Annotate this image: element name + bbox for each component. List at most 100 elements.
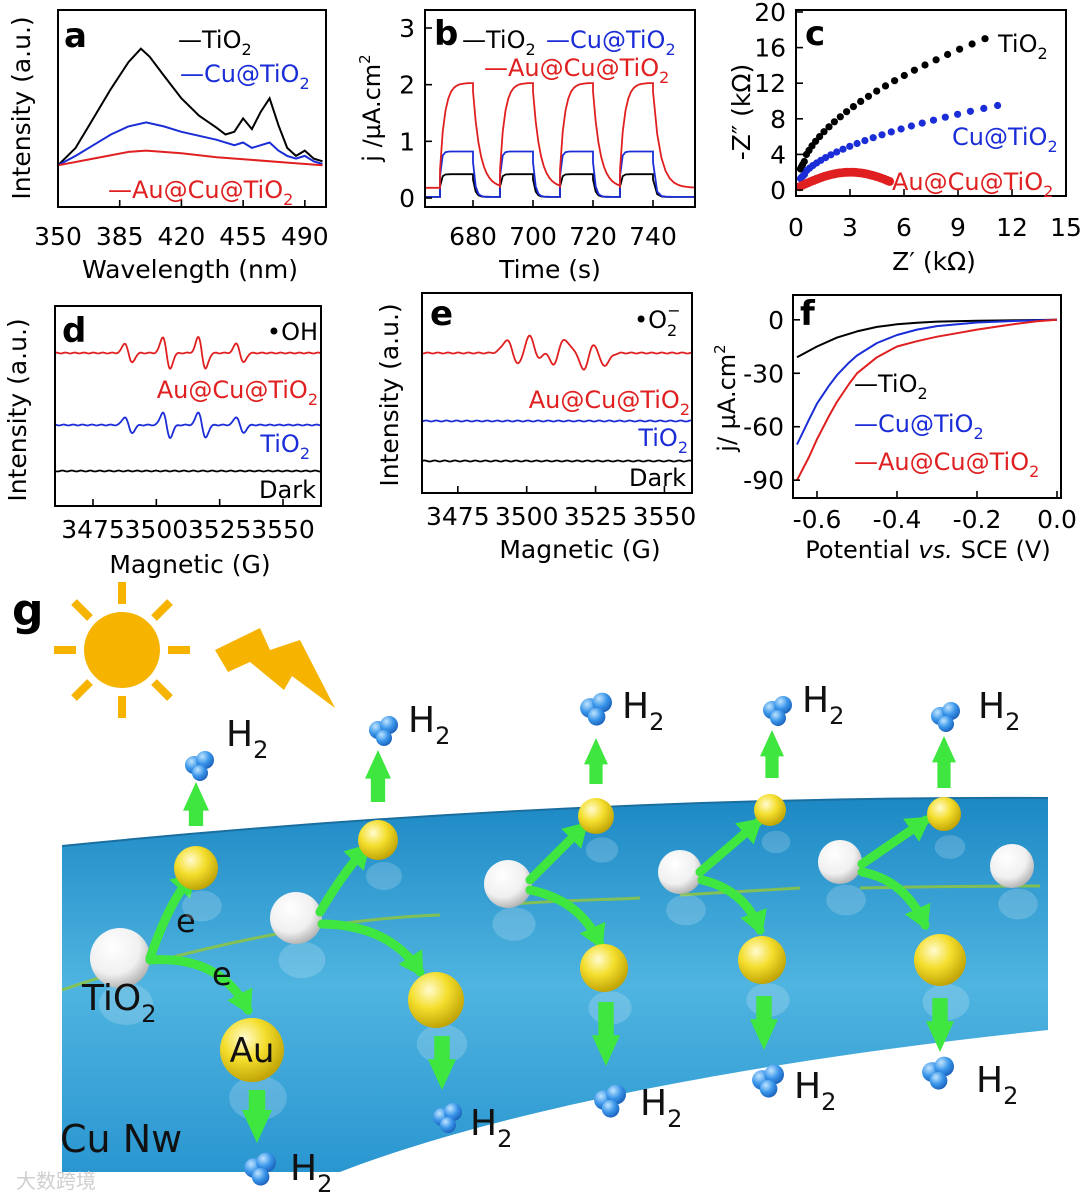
panel-f: f j/ µA.cm2 -0.6 -0.4 -0.2 0.0 0 -30 -60 -90 Po…: [711, 294, 1077, 564]
panel-c-series: [795, 35, 1002, 192]
panel-c-ytick-label: 0: [770, 176, 786, 205]
panel-a-xtick-label: 420: [158, 222, 206, 251]
panel-b-xtick-label: 680: [449, 222, 497, 251]
h2-label: H2: [802, 680, 844, 730]
arrow-head-icon: [904, 902, 931, 931]
panel-a: a Intensity (a.u.) 350 385 420 455 490 Wavel…: [7, 9, 329, 284]
panel-e-xtick-label: 3500: [495, 502, 559, 531]
panel-f-frame: [792, 294, 1062, 499]
panel-c-point-0: [944, 50, 952, 59]
reflection: [934, 835, 966, 859]
panel-a-xtick-label: 455: [219, 222, 267, 251]
panel-c-xtick-label: 0: [788, 213, 804, 242]
h2-molecule-icon: [196, 751, 214, 769]
panel-f-ylabel: j/ µA.cm2: [711, 344, 741, 452]
au-label: Au: [230, 1031, 275, 1071]
cu-nanowire: [62, 797, 1048, 1172]
down-arrow-icon: [926, 998, 954, 1052]
panel-c-point-0: [956, 45, 964, 53]
panel-e-line-1: [421, 419, 693, 423]
panel-d-xtick-label: 3550: [251, 515, 315, 544]
panel-d-ylabel: Intensity (a.u.): [3, 318, 32, 501]
panel-a-legend-cutio2: —Cu@TiO2: [180, 60, 310, 93]
panel-b-series: [425, 82, 696, 198]
h2-label: H2: [470, 1103, 512, 1153]
panel-c-point-0: [800, 157, 808, 166]
h2-molecule-icon: [256, 1152, 276, 1173]
lightning-icon: [215, 628, 335, 708]
panel-d: d Intensity (a.u.) •OH 3475 3500 3525 3550 …: [3, 305, 322, 579]
panel-c-point-0: [820, 128, 828, 136]
panel-b-ytick-label: 2: [399, 71, 415, 100]
down-arrow-icon: [750, 996, 778, 1050]
au-particle: [220, 1018, 284, 1082]
down-arrow-icon: [428, 1036, 456, 1090]
panel-g: g ee H2 H2 H2 H2 H2 H2 H2 H2 H2: [12, 582, 1049, 1198]
panel-c-point-0: [849, 103, 858, 111]
lower-gold-particle: [738, 936, 786, 984]
h2-molecule-icon: [929, 1072, 948, 1090]
reflection: [278, 941, 326, 979]
panel-d-xtick-label: 3525: [188, 515, 252, 544]
h2-molecule-icon: [440, 1117, 456, 1133]
panel-f-line-2: [796, 318, 1058, 481]
panel-c-letter: c: [805, 14, 825, 54]
panel-b-legend-tio2: —TiO2: [462, 26, 536, 59]
panel-c-xlabel: Z′ (kΩ): [892, 247, 976, 276]
h2-molecule-icon: [774, 696, 792, 714]
panel-c-point-1: [839, 145, 847, 153]
panel-e: e Intensity (a.u.) •O2− 3475 3500 3525 3550…: [375, 292, 696, 564]
panel-b-line-1: [425, 150, 695, 198]
panel-e-xticks: 3475 3500 3525 3550: [426, 486, 696, 531]
reflection: [761, 830, 791, 854]
panel-e-letter: e: [430, 294, 453, 334]
panel-e-ylabel: Intensity (a.u.): [375, 303, 404, 486]
upper-gold-particle: [927, 797, 961, 831]
arrow-head-icon: [740, 908, 767, 936]
h2-label: H2: [976, 1060, 1018, 1110]
panel-f-legend-aucutio2: —Au@Cu@TiO2: [854, 448, 1039, 481]
panel-e-frame: [421, 292, 693, 494]
panel-a-line-0: [57, 47, 323, 167]
upper-gold-particle: [174, 846, 218, 890]
h2-label: H2: [290, 1148, 332, 1198]
reflection: [998, 888, 1038, 920]
panel-c-ytick-label: 4: [770, 140, 786, 169]
panel-c-point-2: [885, 176, 895, 186]
panel-c: c -Z″ (kΩ) 0 3 6 9 12 15 0 4 8 12 16 20 Z′ (kΩ) TiO…: [727, 0, 1080, 276]
panel-f-ticks: -0.6 -0.4 -0.2 0.0 0 -30 -60 -90: [743, 306, 1077, 534]
panel-c-point-1: [861, 137, 869, 145]
panel-d-letter: d: [62, 311, 86, 351]
panel-f-series: [796, 318, 1058, 481]
panel-f-letter: f: [800, 294, 816, 334]
panel-f-ytick-label: -60: [743, 413, 784, 442]
panel-c-point-0: [968, 40, 976, 48]
lower-gold-particle: [580, 944, 628, 992]
panel-c-point-0: [921, 61, 929, 69]
reflection: [366, 862, 402, 890]
reflection: [666, 894, 706, 926]
up-arrow-icon: [760, 730, 784, 778]
panel-c-xtick-label: 6: [896, 213, 912, 242]
panel-c-point-1: [918, 119, 926, 127]
panel-d-line-0: [54, 335, 322, 370]
panel-f-xtick-label: -0.2: [953, 505, 1002, 534]
panel-c-point-1: [966, 107, 975, 115]
panel-e-xtick-label: 3475: [426, 502, 490, 531]
panel-e-xtick-label: 3525: [564, 502, 628, 531]
panel-e-title: •O2−: [634, 301, 681, 340]
cu-nw-label: Cu Nw: [60, 1117, 182, 1161]
h2-molecule-icon: [764, 1064, 784, 1085]
panel-f-legend-cutio2: —Cu@TiO2: [854, 410, 984, 443]
panel-b-legend-aucutio2: —Au@Cu@TiO2: [484, 54, 669, 87]
reflection: [585, 837, 619, 863]
panel-c-point-0: [816, 133, 824, 141]
panel-f-line-1: [796, 318, 1058, 445]
panel-e-legend-dark: Dark: [629, 464, 686, 492]
lower-gold-particle: [914, 934, 966, 986]
panel-c-point-0: [900, 71, 908, 80]
arrow-head-icon: [579, 921, 606, 950]
panel-c-point-1: [869, 134, 877, 142]
h2-molecule-icon: [770, 710, 786, 726]
panel-a-series: [57, 47, 323, 167]
